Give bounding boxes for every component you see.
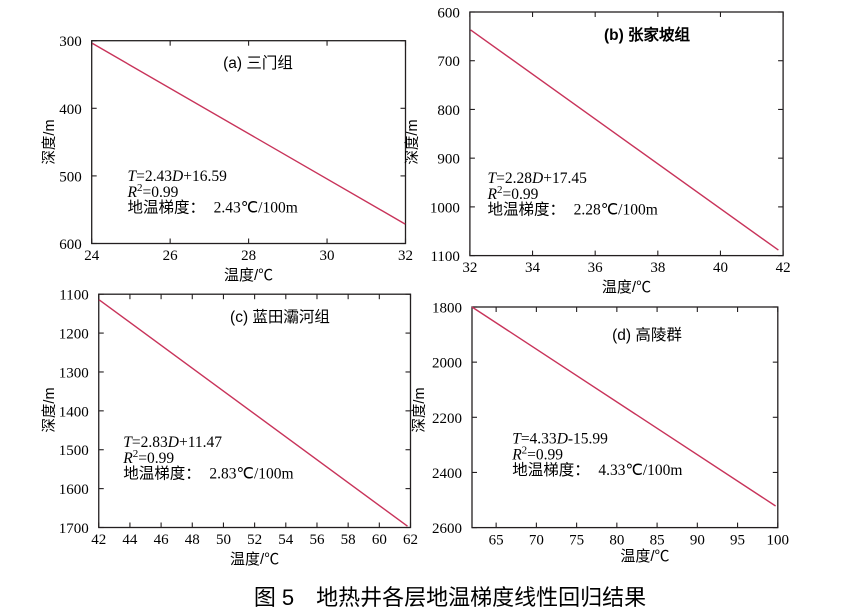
svg-text:地温梯度： 2.28℃/100m: 地温梯度： 2.28℃/100m [488,201,658,219]
svg-text:32: 32 [462,260,477,276]
svg-text:(d) 高陵群: (d) 高陵群 [612,326,682,344]
svg-text:2400: 2400 [432,466,462,482]
svg-text:1200: 1200 [59,327,89,343]
svg-text:1400: 1400 [59,404,89,420]
svg-text:36: 36 [588,260,604,276]
svg-text:地温梯度： 4.33℃/100m: 地温梯度： 4.33℃/100m [512,461,682,479]
svg-text:46: 46 [154,532,170,548]
svg-text:(a) 三门组: (a) 三门组 [223,54,293,72]
svg-text:800: 800 [437,103,460,119]
svg-text:75: 75 [569,532,584,548]
svg-text:60: 60 [372,532,387,548]
svg-text:32: 32 [398,248,413,264]
svg-text:900: 900 [437,152,460,168]
svg-text:1500: 1500 [59,443,89,459]
svg-text:深度/m: 深度/m [404,119,421,164]
svg-text:1600: 1600 [59,482,89,498]
svg-text:R2=0.99: R2=0.99 [511,444,563,463]
svg-text:24: 24 [84,248,100,264]
svg-text:深度/m: 深度/m [41,119,58,164]
svg-text:(b) 张家坡组: (b) 张家坡组 [604,25,691,44]
svg-text:1800: 1800 [432,301,462,317]
svg-text:1100: 1100 [430,249,459,265]
svg-text:30: 30 [320,248,335,264]
svg-text:42: 42 [91,532,106,548]
svg-text:2600: 2600 [432,521,462,537]
svg-text:38: 38 [650,260,665,276]
svg-text:300: 300 [59,34,82,50]
svg-text:90: 90 [690,532,705,548]
svg-text:100: 100 [767,532,790,548]
svg-text:34: 34 [525,260,541,276]
svg-text:54: 54 [278,532,294,548]
svg-text:26: 26 [163,248,179,264]
svg-text:1100: 1100 [59,288,88,304]
svg-text:1000: 1000 [430,200,460,216]
svg-text:62: 62 [403,532,418,548]
svg-text:70: 70 [529,532,544,548]
svg-text:深度/m: 深度/m [41,387,58,432]
svg-text:600: 600 [437,6,460,22]
svg-text:R2=0.99: R2=0.99 [127,182,179,201]
svg-text:地温梯度： 2.83℃/100m: 地温梯度： 2.83℃/100m [123,464,293,482]
svg-text:700: 700 [437,54,460,70]
svg-text:500: 500 [59,169,82,185]
svg-text:28: 28 [241,248,256,264]
svg-text:58: 58 [341,532,356,548]
svg-text:2000: 2000 [432,356,462,372]
svg-text:65: 65 [489,532,504,548]
svg-text:48: 48 [185,532,200,548]
svg-text:地温梯度： 2.43℃/100m: 地温梯度： 2.43℃/100m [128,199,298,217]
svg-text:600: 600 [59,237,82,253]
svg-text:52: 52 [247,532,262,548]
svg-text:2200: 2200 [432,411,462,427]
svg-text:R2=0.99: R2=0.99 [122,448,174,467]
svg-text:44: 44 [122,532,138,548]
svg-text:50: 50 [216,532,231,548]
svg-text:42: 42 [776,260,791,276]
svg-text:95: 95 [730,532,745,548]
svg-text:56: 56 [309,532,325,548]
svg-text:(c) 蓝田灞河组: (c) 蓝田灞河组 [230,308,330,326]
svg-text:温度/℃: 温度/℃ [620,548,669,565]
svg-text:80: 80 [609,532,624,548]
svg-text:R2=0.99: R2=0.99 [487,184,539,203]
svg-text:40: 40 [713,260,728,276]
svg-text:85: 85 [650,532,665,548]
svg-text:400: 400 [59,102,82,118]
svg-text:1700: 1700 [59,521,89,537]
svg-text:深度/m: 深度/m [411,387,428,432]
svg-text:温度/℃: 温度/℃ [230,551,279,568]
svg-text:1300: 1300 [59,365,89,381]
